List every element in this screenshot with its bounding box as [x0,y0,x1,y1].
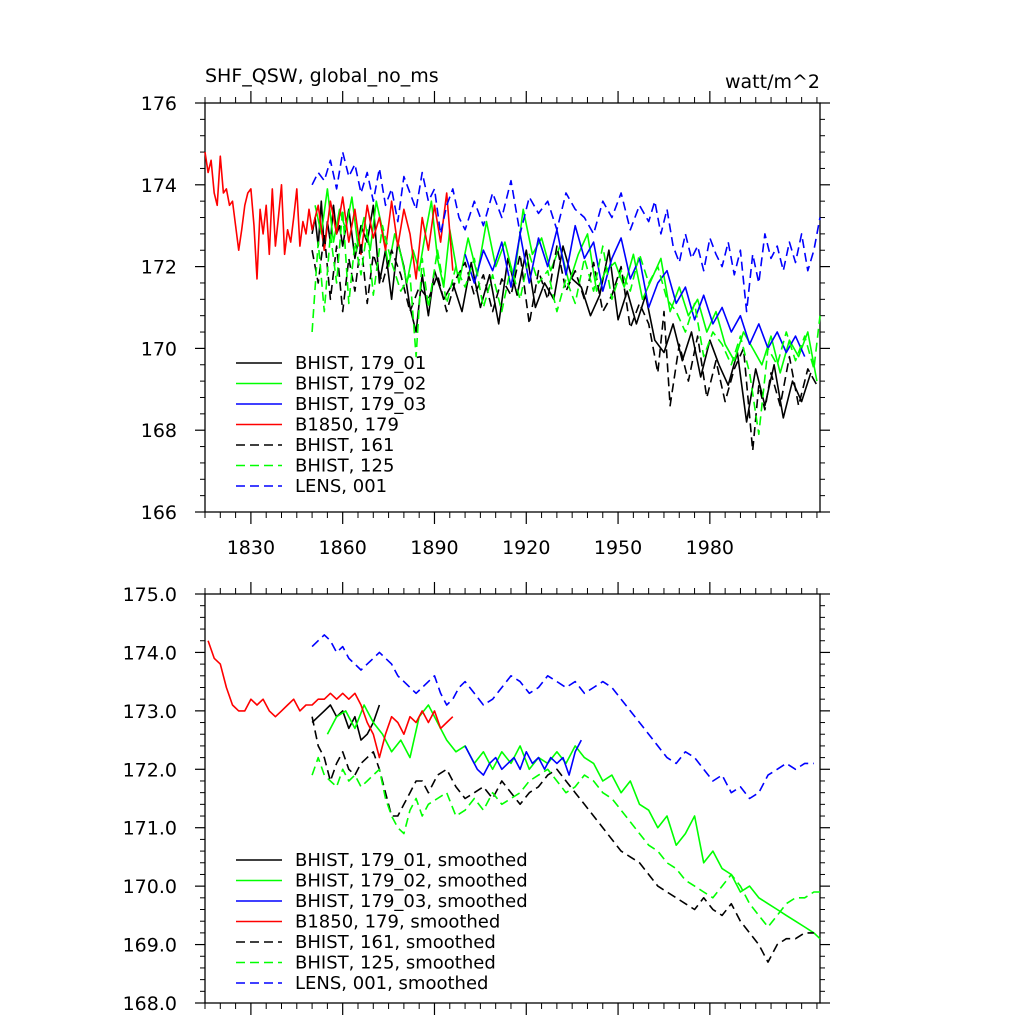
y-tick-label: 175.0 [123,584,177,606]
y-tick-label: 174 [141,175,177,197]
y-tick-label: 170.0 [123,876,177,898]
x-tick-label: 1890 [410,537,458,559]
legend-label: LENS, 001, smoothed [295,973,488,994]
legend-label: B1850, 179 [295,415,399,436]
series-line [311,756,820,928]
legend-label: BHIST, 161 [295,435,394,456]
tick-marks [195,582,830,1015]
series-line [207,640,454,759]
legend-label: BHIST, 179_02 [295,374,426,395]
plot-frame [204,102,821,513]
x-tick-label: 1920 [502,537,550,559]
top-panel: SHF_QSW, global_no_ms watt/m^2 1830 1860 1… [141,65,830,559]
series-line [326,704,821,940]
series-lines [207,634,821,963]
series-line [311,634,814,800]
legend-label: BHIST, 161, smoothed [295,932,496,953]
units-label: watt/m^2 [725,71,820,93]
y-tick-label: 174.0 [123,642,177,664]
x-tick-label: 1830 [227,537,275,559]
series-line [311,716,814,963]
bottom-panel: 168.0 169.0 170.0 171.0 172.0 173.0 174.0 175.0… [123,582,830,1015]
y-tick-label: 166 [141,502,177,524]
y-tick-label: 168.0 [123,993,177,1015]
y-tick-label: 168 [141,420,177,442]
series-line [464,739,583,776]
y-tick-label: 171.0 [123,818,177,840]
legend-label: BHIST, 125, smoothed [295,953,496,974]
y-tick-label: 169.0 [123,935,177,957]
tick-labels: 1830 1860 1890 1920 1950 1980 166 168 170 172 174 1… [141,93,734,559]
legend-label: LENS, 001 [295,476,387,497]
series-lines [204,151,821,452]
legend-label: BHIST, 179_01 [295,353,426,374]
series-line [314,188,818,382]
legend-label: BHIST, 179_01, smoothed [295,850,528,871]
tick-marks [195,91,830,524]
y-tick-label: 173.0 [123,701,177,723]
series-line [311,233,818,452]
legend-label: B1850, 179, smoothed [295,912,500,933]
legend-label: BHIST, 179_03 [295,394,426,415]
x-tick-label: 1950 [594,537,642,559]
plot-frame [204,593,821,1004]
y-tick-label: 170 [141,338,177,360]
y-tick-label: 172 [141,257,177,279]
x-tick-label: 1860 [319,537,367,559]
series-line [311,704,381,741]
y-tick-label: 172.0 [123,759,177,781]
y-tick-label: 176 [141,93,177,115]
series-line [204,151,454,280]
legend-label: BHIST, 179_03, smoothed [295,891,528,912]
series-line [464,224,806,357]
chart-title: SHF_QSW, global_no_ms [205,65,439,87]
series-line [311,208,821,436]
x-tick-label: 1980 [686,537,734,559]
tick-labels: 168.0 169.0 170.0 171.0 172.0 173.0 174.0 175.0 [123,584,177,1015]
legend-label: BHIST, 179_02, smoothed [295,871,528,892]
legend-label: BHIST, 125 [295,456,394,477]
